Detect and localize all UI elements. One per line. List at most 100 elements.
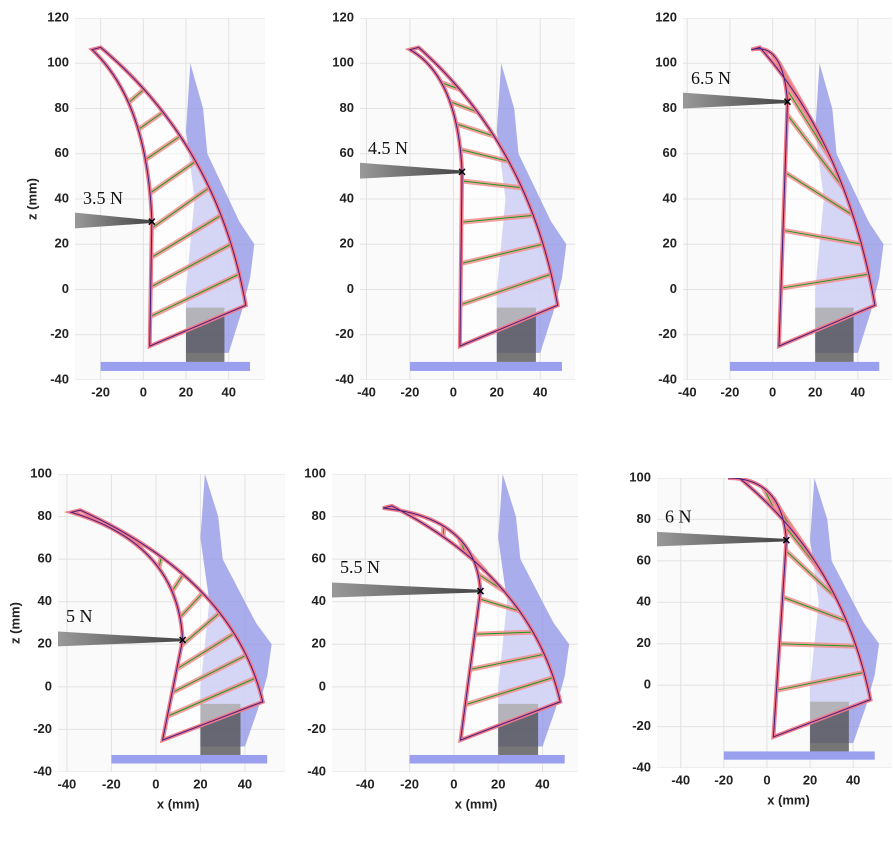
gripper-base	[723, 751, 875, 760]
y-tick-label: 20	[637, 635, 651, 650]
gripper-base	[409, 361, 562, 371]
rib-model	[460, 149, 509, 162]
rib-model	[181, 612, 220, 646]
rib-model	[785, 550, 836, 598]
finger-fill	[382, 505, 561, 741]
y-tick-label: 40	[38, 593, 52, 608]
y-tick-label: 20	[663, 236, 677, 251]
plot-content	[332, 474, 578, 772]
y-tick-label: 120	[655, 9, 677, 24]
finger-model	[69, 509, 264, 741]
rib-model	[460, 243, 544, 265]
rib-model	[461, 180, 522, 189]
x-tick-label: -20	[721, 384, 740, 399]
y-tick-label: 40	[663, 190, 677, 205]
contact-point	[458, 168, 466, 176]
x-tick-label: -40	[58, 776, 77, 791]
force-label: 6.5 N	[691, 68, 731, 88]
y-tick-label: 80	[663, 100, 677, 115]
y-tick-label: 80	[55, 100, 69, 115]
y-tick-label: 40	[312, 593, 326, 608]
plot-content	[657, 478, 892, 768]
panel: -40 -20 0 20 40 -40 -20 0 20 40 60 80 100 120 4.5 N	[332, 9, 575, 399]
indenter	[657, 531, 787, 547]
rib-model	[150, 214, 222, 259]
y-tick-label: 100	[332, 55, 354, 70]
plot-content	[360, 18, 575, 380]
finger-fill	[71, 510, 263, 741]
rib-model	[784, 172, 854, 216]
rib-model	[149, 160, 196, 194]
y-tick-label: 0	[62, 281, 69, 296]
y-tick-label: 60	[38, 551, 52, 566]
rib-model	[128, 88, 145, 104]
x-axis-label: x (mm)	[455, 796, 498, 811]
panel: -40 -20 0 20 40 -40 -20 0 20 40 60 80 100 120 6.5 N	[655, 9, 892, 399]
y-tick-label: 20	[38, 636, 52, 651]
gripper-base	[409, 754, 565, 764]
x-tick-label: 40	[221, 384, 235, 399]
contact-point	[783, 98, 792, 106]
x-tick-label: 0	[769, 384, 776, 399]
y-tick-label: -20	[33, 721, 52, 736]
rib-model	[780, 273, 869, 289]
plot-content	[75, 18, 265, 380]
x-axis-label: x (mm)	[157, 796, 200, 811]
plot-content	[683, 18, 892, 380]
y-tick-label: 0	[644, 677, 651, 692]
y-tick-label: -40	[33, 763, 52, 778]
x-tick-label: -20	[400, 776, 419, 791]
panel: -40 -20 0 20 40 -40 -20 0 20 40 60 80 100 6 N x (mm)	[629, 469, 892, 807]
gripper-base	[100, 361, 251, 371]
x-tick-label: 0	[450, 776, 457, 791]
indenter	[58, 631, 183, 647]
panel: -40 -20 0 20 40 -40 -20 0 20 40 60 80 100 5 N z (mm) x …	[7, 465, 285, 811]
x-tick-label: 0	[450, 384, 457, 399]
y-tick-label: 80	[637, 511, 651, 526]
x-tick-label: 0	[140, 384, 147, 399]
rib-model	[137, 111, 164, 130]
rib-model	[782, 596, 847, 622]
finger-model	[382, 505, 561, 741]
contact-point	[179, 636, 187, 644]
contact-point	[148, 218, 156, 226]
x-tick-label: -20	[102, 776, 121, 791]
y-tick-label: 0	[670, 281, 677, 296]
x-tick-label: 20	[803, 772, 817, 787]
y-tick-label: -40	[658, 371, 677, 386]
rib-model	[179, 592, 204, 618]
rib-model	[786, 114, 844, 189]
finger-fill	[92, 47, 246, 347]
rib-model	[145, 135, 181, 161]
contact-point	[476, 587, 485, 595]
y-tick-label: 100	[655, 55, 677, 70]
force-label: 6 N	[665, 506, 692, 526]
x-tick-label: 40	[851, 384, 865, 399]
rib-model	[779, 643, 857, 647]
panel: -40 -20 0 20 40 -40 -20 0 20 40 60 80 100 5.5 N x (mm)	[304, 465, 578, 811]
finger-model	[728, 478, 872, 738]
rib-model	[465, 677, 554, 706]
y-tick-label: 80	[340, 100, 354, 115]
y-tick-label: 20	[55, 236, 69, 251]
x-tick-label: -20	[714, 772, 733, 787]
finger-model	[408, 46, 559, 347]
y-tick-label: -20	[335, 326, 354, 341]
y-tick-label: 100	[30, 465, 52, 480]
rib-model	[461, 214, 534, 223]
x-tick-label: -20	[401, 384, 420, 399]
y-axis-label: z (mm)	[24, 178, 39, 220]
x-tick-label: -40	[356, 776, 375, 791]
y-tick-label: 20	[312, 636, 326, 651]
y-tick-label: -20	[50, 326, 69, 341]
y-tick-label: 60	[312, 551, 326, 566]
rib-model	[171, 654, 247, 694]
x-tick-label: 0	[763, 772, 770, 787]
x-tick-label: 40	[846, 772, 860, 787]
y-tick-label: 40	[55, 190, 69, 205]
x-tick-label: -40	[678, 384, 697, 399]
x-tick-label: 20	[490, 384, 504, 399]
y-tick-label: -20	[307, 721, 326, 736]
y-tick-label: -40	[50, 371, 69, 386]
